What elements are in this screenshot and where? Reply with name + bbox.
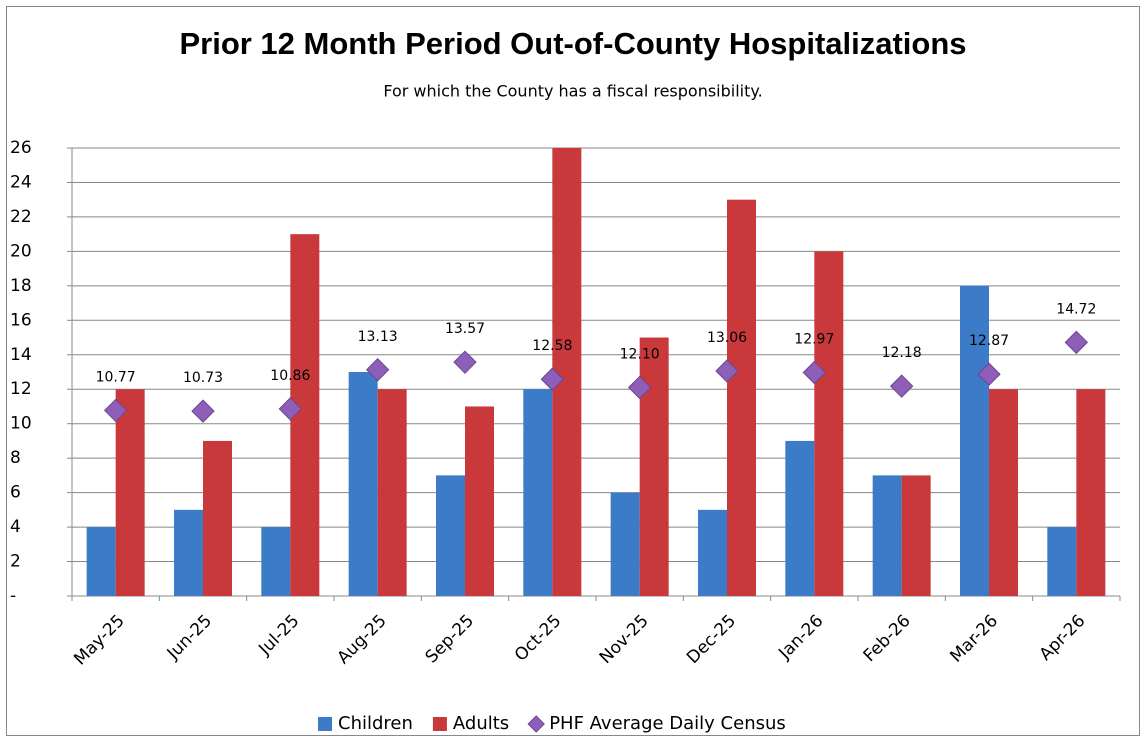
bar — [698, 509, 727, 596]
y-tick-label: 14 — [10, 345, 32, 365]
data-label: 13.06 — [707, 330, 747, 346]
marker — [103, 398, 128, 423]
bar — [727, 199, 756, 596]
y-tick-label: 4 — [10, 517, 21, 537]
y-tick-label: 26 — [10, 138, 32, 158]
data-label: 12.10 — [620, 347, 660, 363]
y-tick-label: 18 — [10, 276, 32, 296]
data-label: 13.13 — [358, 329, 398, 345]
y-tick-label: 20 — [10, 241, 32, 261]
bar — [960, 285, 989, 596]
bar — [523, 389, 553, 596]
marker — [191, 399, 215, 423]
bar — [872, 475, 902, 596]
y-tick-label: 12 — [10, 379, 32, 399]
y-tick-label: 24 — [10, 172, 32, 192]
bar — [1047, 527, 1077, 596]
y-tick-label: 22 — [10, 207, 32, 227]
marker — [540, 367, 565, 391]
marker — [453, 350, 477, 374]
marker — [278, 397, 303, 421]
data-label: 10.73 — [183, 370, 223, 386]
bar — [436, 475, 465, 596]
legend-label: Children — [338, 713, 413, 734]
bar — [901, 475, 931, 596]
y-tick-label: - — [10, 586, 16, 606]
data-label: 14.72 — [1056, 301, 1096, 317]
legend-label: Adults — [453, 713, 509, 734]
y-tick-label: 6 — [10, 483, 21, 503]
marker — [627, 375, 652, 400]
marker — [802, 360, 827, 385]
legend-swatch — [318, 717, 332, 731]
y-tick-label: 10 — [10, 414, 32, 434]
marker — [1064, 330, 1089, 355]
chart-title: Prior 12 Month Period Out-of-County Hosp… — [179, 26, 966, 61]
bar — [1076, 389, 1106, 596]
bar — [203, 440, 232, 596]
bar — [86, 527, 116, 596]
marker — [977, 362, 1001, 386]
data-label: 12.97 — [794, 332, 834, 348]
marker — [365, 358, 390, 382]
bar — [174, 509, 203, 596]
marker — [715, 359, 739, 383]
y-tick-label: 2 — [10, 552, 21, 572]
bar — [785, 440, 815, 596]
legend-label: PHF Average Daily Census — [549, 713, 786, 734]
legend-swatch — [527, 715, 545, 733]
bar — [552, 148, 582, 596]
bar — [639, 337, 669, 596]
bar — [261, 527, 291, 596]
legend-swatch — [432, 717, 447, 731]
marker — [889, 374, 914, 398]
bar — [348, 372, 378, 596]
y-tick-label: 16 — [10, 310, 32, 330]
bar — [377, 389, 407, 596]
bar — [115, 389, 145, 596]
bar — [814, 251, 844, 596]
bar — [989, 389, 1018, 596]
data-label: 10.86 — [270, 368, 310, 384]
y-tick-label: 8 — [10, 448, 21, 468]
chart-subtitle: For which the County has a fiscal respon… — [383, 82, 762, 101]
data-label: 12.18 — [882, 345, 922, 361]
bar — [610, 492, 640, 596]
data-label: 12.58 — [532, 338, 572, 354]
bar — [465, 406, 494, 596]
data-label: 12.87 — [969, 333, 1009, 349]
data-label: 13.57 — [445, 321, 485, 337]
data-label: 10.77 — [96, 369, 136, 385]
